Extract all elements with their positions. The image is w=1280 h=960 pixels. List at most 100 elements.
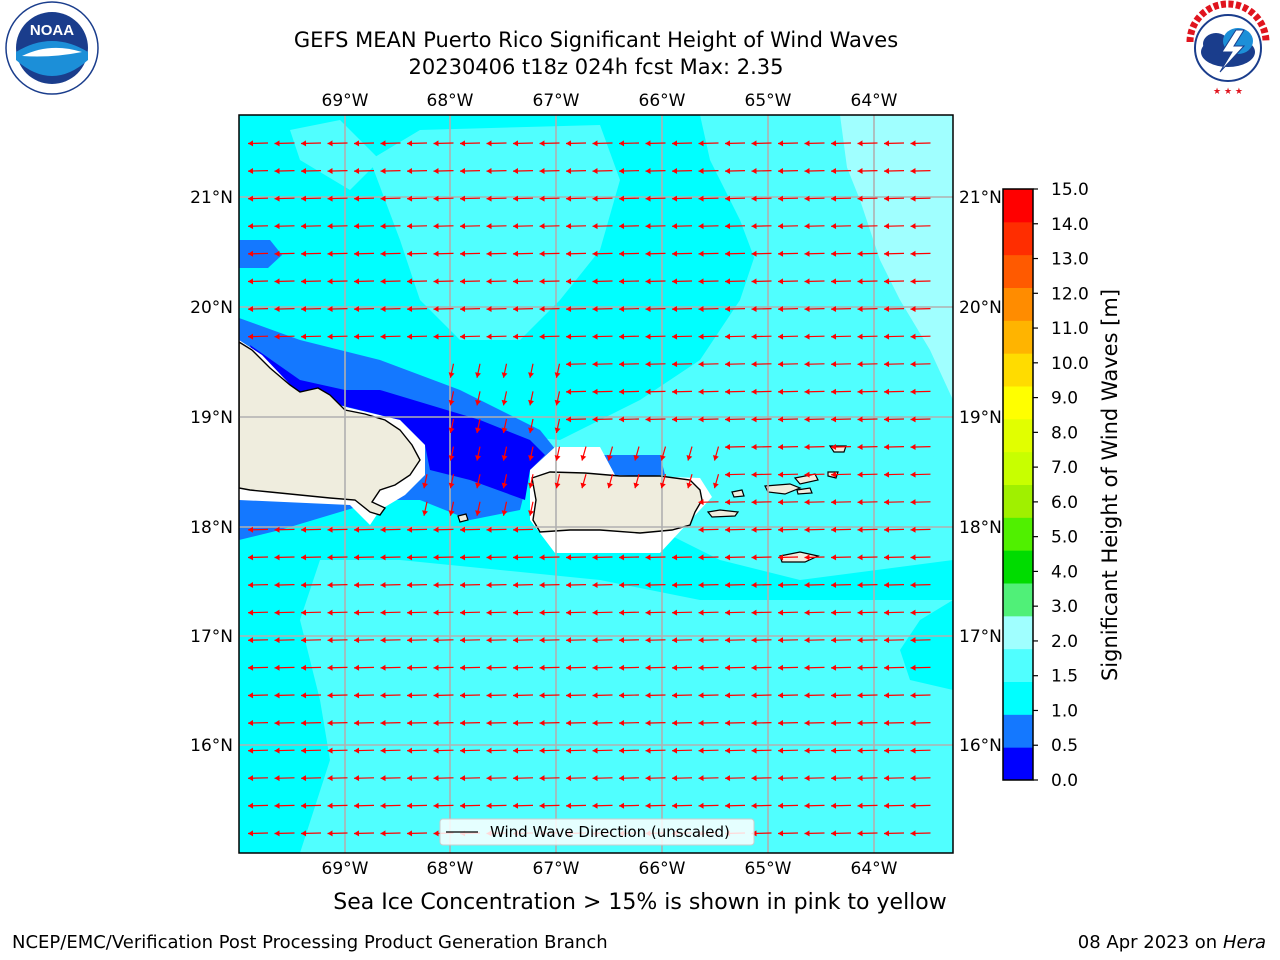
wave-direction-arrowhead <box>633 454 640 461</box>
wave-direction-arrowhead <box>698 609 704 616</box>
wave-direction-arrowhead <box>698 719 704 726</box>
colorbar-tick-label: 10.0 <box>1051 354 1089 374</box>
wave-direction-arrowhead <box>831 250 837 257</box>
wave-direction-arrowhead <box>501 372 508 378</box>
wave-direction-arrowhead <box>566 416 572 423</box>
wave-direction-arrowhead <box>566 361 572 368</box>
wave-direction-arrowhead <box>884 278 890 285</box>
wave-direction-arrowhead <box>501 455 508 461</box>
wave-direction-arrowhead <box>486 664 492 671</box>
wave-direction-arrowhead <box>486 167 492 174</box>
wave-direction-arrowhead <box>672 388 678 395</box>
legend-box <box>439 818 755 846</box>
colorbar-tick-label: 0.0 <box>1051 771 1078 791</box>
wave-direction-arrowhead <box>698 802 704 809</box>
wave-direction-arrowhead <box>884 333 890 340</box>
wave-direction-arrowhead <box>448 510 455 516</box>
legend-label: Wind Wave Direction (unscaled) <box>490 823 730 841</box>
wave-direction-arrowhead <box>619 305 625 312</box>
wave-direction-arrowhead <box>645 333 651 340</box>
wave-direction-arrowhead <box>725 499 731 506</box>
wave-direction-arrowhead <box>725 581 731 588</box>
wave-direction-arrowhead <box>778 140 784 147</box>
wave-direction-arrowhead <box>804 664 810 671</box>
wave-direction-arrowhead <box>725 416 731 423</box>
wave-direction-arrowhead <box>380 775 386 782</box>
wave-direction-arrowhead <box>857 692 863 699</box>
wave-direction-arrowhead <box>751 747 757 754</box>
wave-direction-arrowhead <box>672 747 678 754</box>
colorbar-tick-label: 14.0 <box>1051 215 1089 235</box>
wave-direction-arrowhead <box>884 499 890 506</box>
wave-direction-arrowhead <box>566 802 572 809</box>
lat-tick-label-left: 20°N <box>190 298 233 318</box>
chart-title: GEFS MEAN Puerto Rico Significant Height… <box>293 28 899 52</box>
wave-direction-arrowhead <box>539 802 545 809</box>
wave-direction-arrowhead <box>910 719 916 726</box>
wave-direction-arrowhead <box>407 802 413 809</box>
wave-direction-arrowhead <box>248 692 254 699</box>
wave-direction-arrowhead <box>778 499 784 506</box>
wave-direction-arrowhead <box>857 775 863 782</box>
wave-direction-arrowhead <box>884 609 890 616</box>
wave-direction-arrowhead <box>354 333 360 340</box>
wave-direction-arrowhead <box>486 581 492 588</box>
wave-direction-arrowhead <box>354 802 360 809</box>
wave-direction-arrowhead <box>884 140 890 147</box>
wave-direction-arrowhead <box>380 802 386 809</box>
lon-tick-label-bottom: 68°W <box>427 859 474 879</box>
wave-direction-arrowhead <box>751 664 757 671</box>
wave-direction-arrowhead <box>554 372 561 378</box>
wave-direction-arrowhead <box>804 305 810 312</box>
wave-direction-arrowhead <box>884 223 890 230</box>
wave-direction-arrowhead <box>301 609 307 616</box>
wave-direction-arrowhead <box>804 388 810 395</box>
wave-direction-arrowhead <box>475 399 481 406</box>
wave-direction-arrowhead <box>407 333 413 340</box>
wave-direction-arrowhead <box>539 664 545 671</box>
chart-subtitle: 20230406 t18z 024h fcst Max: 2.35 <box>408 55 784 79</box>
wave-direction-arrowhead <box>698 223 704 230</box>
colorbar-tick-label: 7.0 <box>1051 458 1078 478</box>
wave-direction-arrowhead <box>327 637 333 644</box>
wave-direction-arrowhead <box>407 223 413 230</box>
wave-direction-arrowhead <box>592 554 598 561</box>
wave-direction-arrowhead <box>672 692 678 699</box>
wave-direction-arrowhead <box>751 250 757 257</box>
wave-direction-arrowhead <box>566 195 572 202</box>
wave-direction-arrowhead <box>248 333 254 340</box>
wave-direction-arrowhead <box>301 250 307 257</box>
colorbar-tick-label: 3.0 <box>1051 597 1078 617</box>
wave-direction-arrowhead <box>910 443 916 450</box>
wave-direction-arrowhead <box>592 167 598 174</box>
wave-direction-arrowhead <box>857 581 863 588</box>
wave-direction-arrowhead <box>910 692 916 699</box>
wave-direction-arrowhead <box>884 361 890 368</box>
wave-direction-arrowhead <box>645 361 651 368</box>
wave-direction-arrowhead <box>248 581 254 588</box>
wave-direction-arrowhead <box>433 692 439 699</box>
wave-direction-arrowhead <box>301 195 307 202</box>
wave-direction-arrowhead <box>645 195 651 202</box>
wave-direction-arrowhead <box>513 719 519 726</box>
wave-direction-arrowhead <box>619 140 625 147</box>
wave-direction-arrowhead <box>354 830 360 837</box>
wave-direction-arrowhead <box>804 140 810 147</box>
wave-direction-arrowhead <box>645 388 651 395</box>
wave-direction-arrowhead <box>672 719 678 726</box>
colorbar-tick-label: 5.0 <box>1051 528 1078 548</box>
colorbar-tick-label: 6.0 <box>1051 493 1078 513</box>
wave-direction-arrowhead <box>460 554 466 561</box>
wave-direction-arrowhead <box>778 719 784 726</box>
wave-direction-arrowhead <box>566 333 572 340</box>
wave-direction-arrowhead <box>672 278 678 285</box>
wave-direction-arrowhead <box>248 140 254 147</box>
wave-direction-arrowhead <box>778 333 784 340</box>
wave-direction-arrowhead <box>327 802 333 809</box>
wave-direction-arrowhead <box>460 664 466 671</box>
wave-direction-arrowhead <box>857 554 863 561</box>
wave-direction-arrowhead <box>248 167 254 174</box>
lon-tick-label-top: 66°W <box>639 91 686 111</box>
wave-direction-arrowhead <box>884 416 890 423</box>
wave-direction-arrowhead <box>407 250 413 257</box>
